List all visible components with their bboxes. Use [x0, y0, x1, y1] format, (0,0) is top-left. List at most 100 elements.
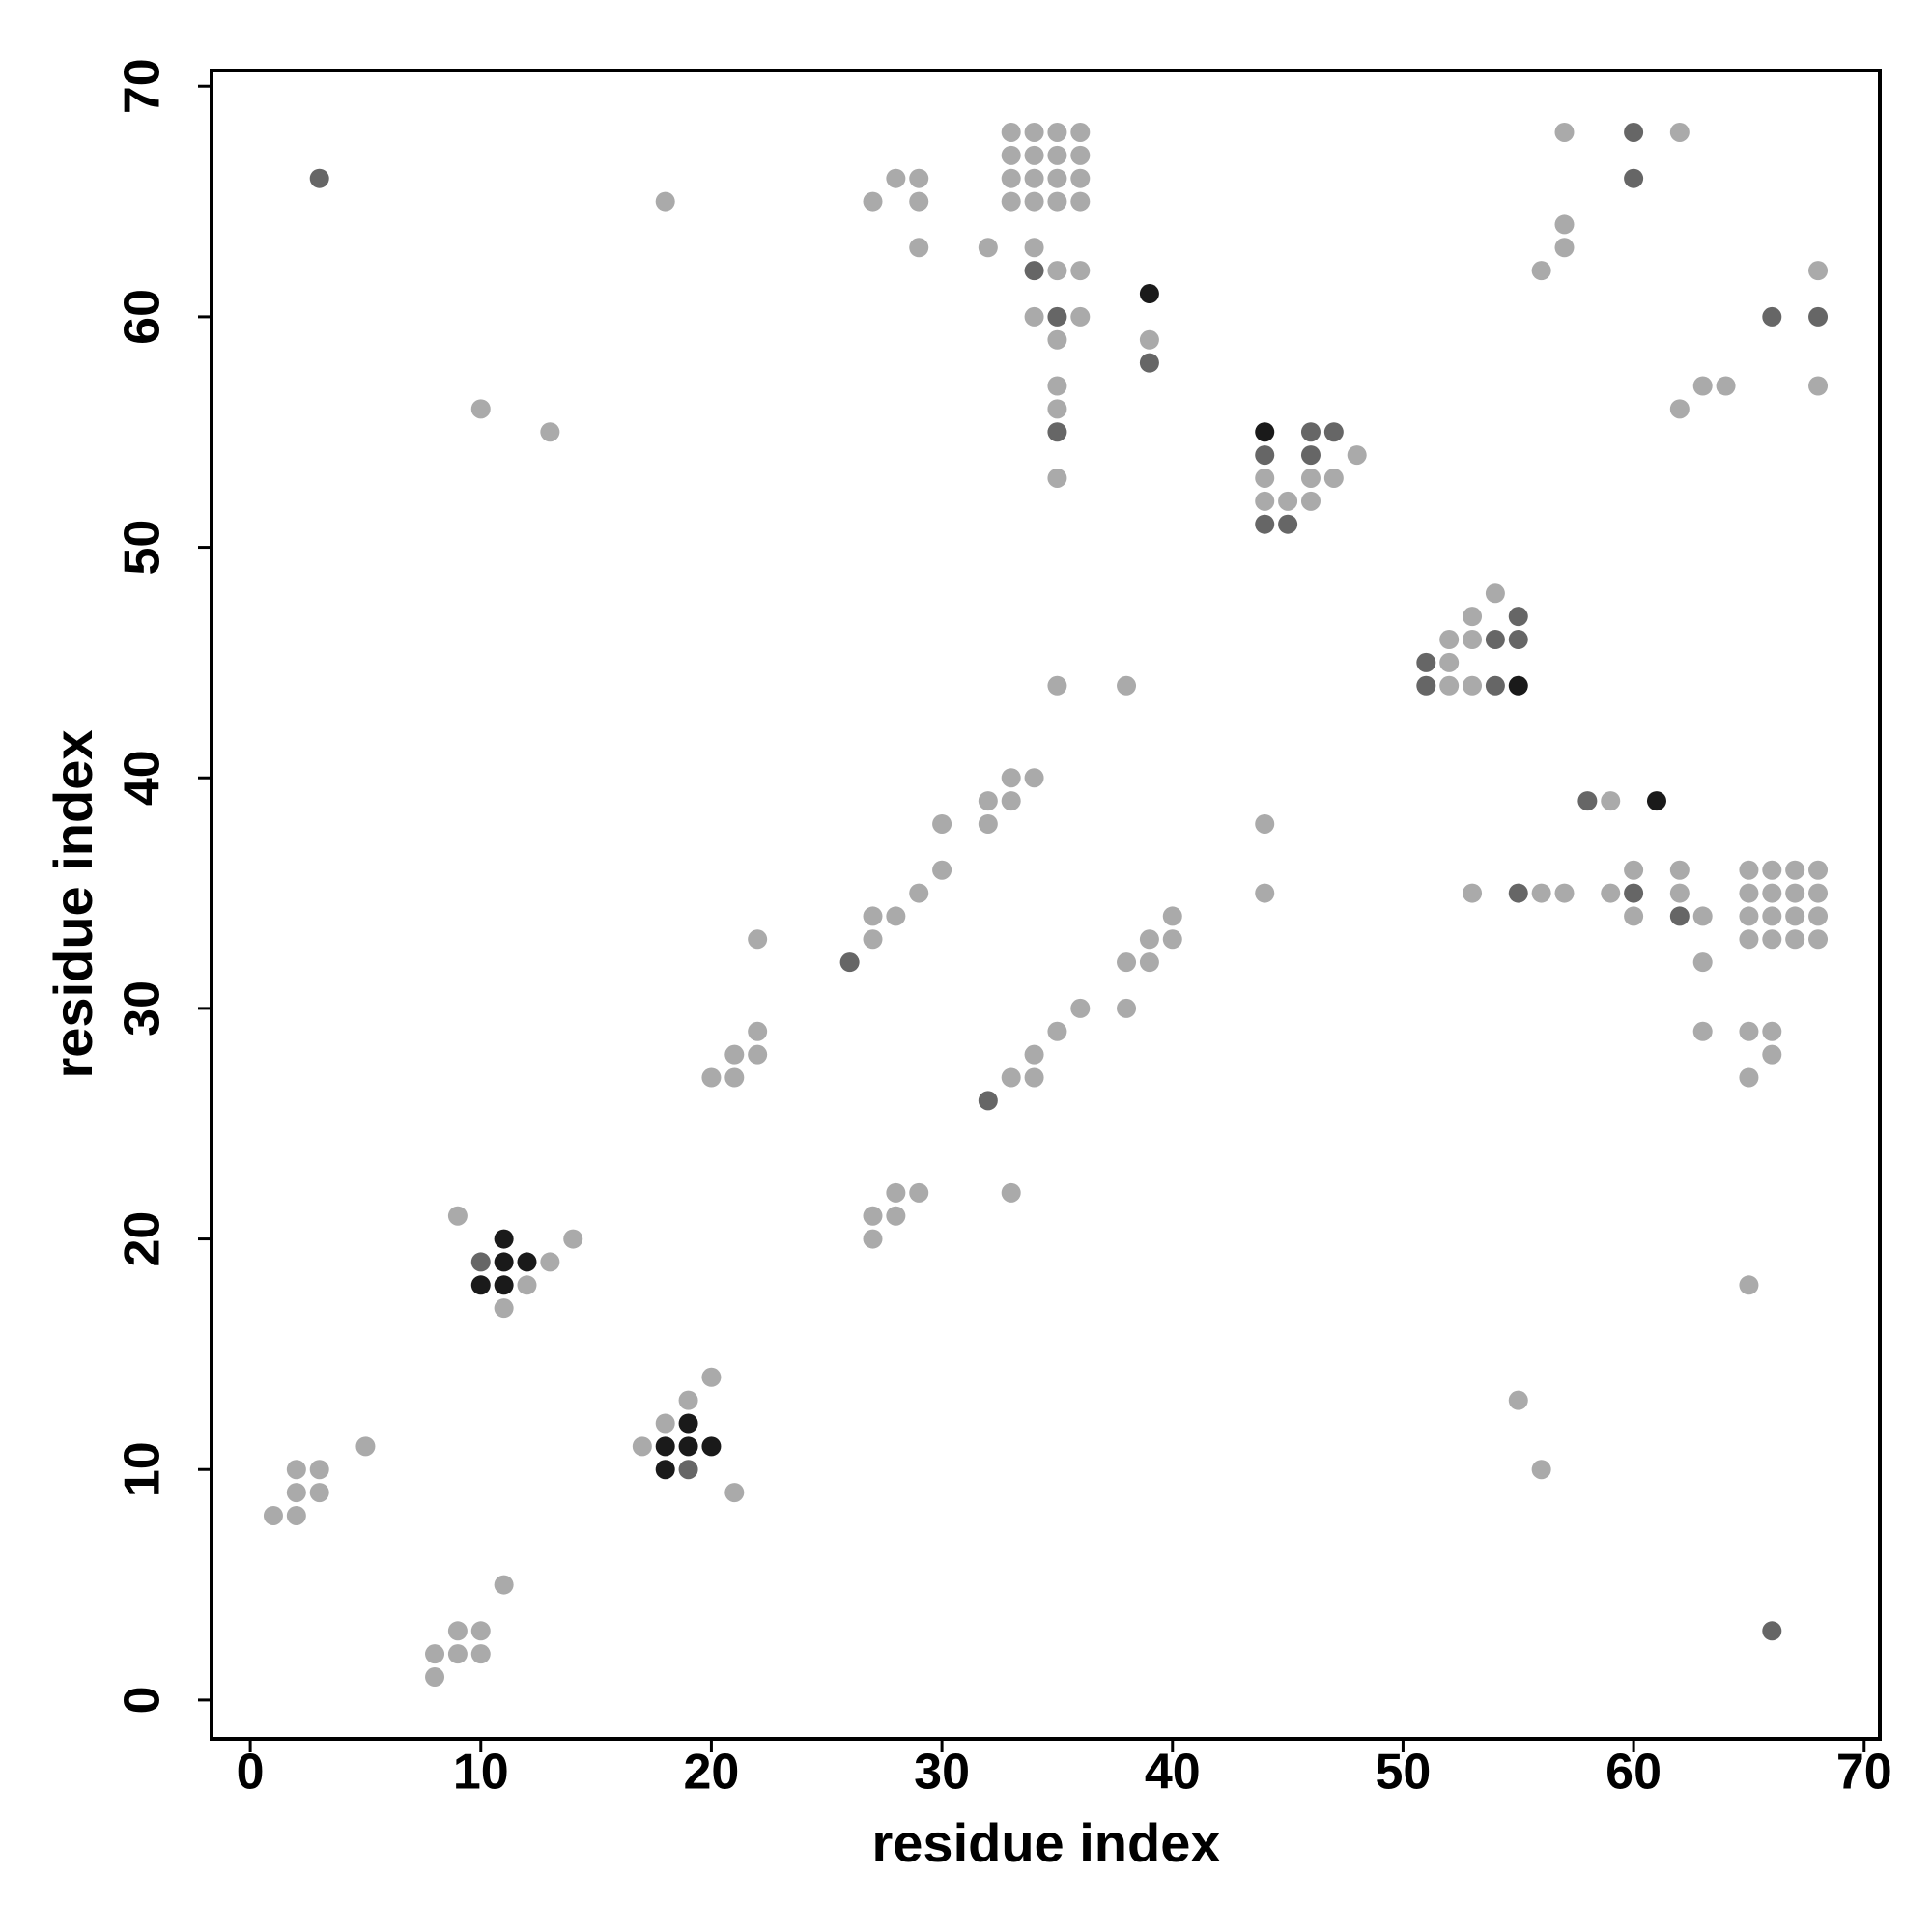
point	[748, 1021, 768, 1041]
point	[1047, 422, 1067, 442]
point	[1808, 376, 1829, 396]
y-tick-label: 30	[115, 980, 171, 1037]
point	[1531, 261, 1551, 281]
point	[909, 1182, 929, 1203]
point	[1785, 860, 1805, 880]
point	[1255, 468, 1275, 488]
point	[1762, 906, 1782, 926]
point	[863, 1206, 883, 1226]
point	[1762, 929, 1782, 950]
point	[678, 1436, 698, 1457]
x-tick-label: 0	[237, 1745, 265, 1801]
point	[1047, 1021, 1067, 1041]
point	[1278, 514, 1298, 534]
point	[1439, 630, 1460, 650]
x-tick-label: 60	[1605, 1745, 1662, 1801]
point	[1047, 122, 1067, 142]
point	[1139, 952, 1159, 973]
point	[1117, 675, 1137, 696]
point	[1531, 883, 1551, 903]
point	[494, 1252, 514, 1272]
x-tick-label: 10	[453, 1745, 509, 1801]
point	[1485, 630, 1505, 650]
point	[1255, 445, 1275, 466]
y-tick-label: 40	[115, 750, 171, 806]
point	[1255, 883, 1275, 903]
y-axis-label: residue index	[43, 729, 103, 1078]
point	[1255, 491, 1275, 511]
point	[1416, 675, 1436, 696]
point	[1463, 607, 1483, 627]
point	[1024, 238, 1044, 258]
point	[1463, 630, 1483, 650]
point	[1808, 860, 1829, 880]
point	[1347, 445, 1367, 466]
point	[1762, 860, 1782, 880]
point	[1047, 329, 1067, 350]
point	[1255, 514, 1275, 534]
point	[1255, 422, 1275, 442]
point	[886, 906, 906, 926]
point	[1508, 675, 1528, 696]
plot-frame	[210, 69, 1882, 1741]
point	[1762, 883, 1782, 903]
point	[724, 1044, 745, 1065]
point	[1808, 306, 1829, 327]
point	[263, 1505, 283, 1525]
point	[1024, 1067, 1044, 1088]
point	[1669, 399, 1690, 419]
point	[1762, 306, 1782, 327]
point	[1162, 929, 1182, 950]
point	[1669, 906, 1690, 926]
point	[1808, 883, 1829, 903]
point	[470, 1252, 491, 1272]
point	[1646, 791, 1666, 811]
point	[1070, 998, 1091, 1018]
point	[1024, 191, 1044, 212]
point	[886, 168, 906, 188]
point	[701, 1436, 722, 1457]
point	[1531, 1460, 1551, 1480]
point	[494, 1275, 514, 1295]
point	[863, 1229, 883, 1249]
point	[1669, 860, 1690, 880]
point	[1300, 422, 1321, 442]
point	[494, 1298, 514, 1319]
point	[1139, 929, 1159, 950]
point	[1624, 168, 1644, 188]
point	[1024, 145, 1044, 165]
point	[1692, 952, 1713, 973]
point	[701, 1067, 722, 1088]
point	[1001, 1182, 1021, 1203]
point	[1739, 929, 1759, 950]
point	[932, 813, 952, 834]
point	[425, 1667, 445, 1688]
point	[563, 1229, 583, 1249]
point	[309, 1460, 329, 1480]
point	[886, 1182, 906, 1203]
point	[839, 952, 860, 973]
x-tick-label: 40	[1145, 1745, 1201, 1801]
point	[1001, 145, 1021, 165]
point	[1485, 583, 1505, 604]
point	[1300, 491, 1321, 511]
point	[1463, 675, 1483, 696]
point	[286, 1460, 306, 1480]
point	[932, 860, 952, 880]
point	[1117, 952, 1137, 973]
x-tick-label: 50	[1376, 1745, 1432, 1801]
point	[1047, 399, 1067, 419]
point	[1047, 675, 1067, 696]
point	[1047, 261, 1067, 281]
point	[1669, 883, 1690, 903]
point	[1785, 906, 1805, 926]
point	[447, 1621, 468, 1641]
point	[655, 1413, 675, 1434]
point	[1047, 191, 1067, 212]
point	[540, 422, 560, 442]
point	[1300, 468, 1321, 488]
point	[655, 1436, 675, 1457]
point	[655, 191, 675, 212]
point	[1139, 284, 1159, 304]
